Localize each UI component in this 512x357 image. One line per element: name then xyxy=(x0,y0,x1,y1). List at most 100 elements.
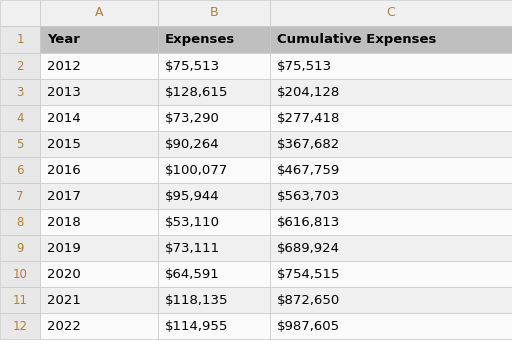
Text: 11: 11 xyxy=(12,293,28,307)
Bar xyxy=(270,313,512,339)
Text: $467,759: $467,759 xyxy=(277,164,340,176)
Bar xyxy=(270,131,512,157)
Text: $563,703: $563,703 xyxy=(277,190,340,202)
Bar xyxy=(40,287,158,313)
Bar xyxy=(0,287,40,313)
Bar xyxy=(270,209,512,235)
Text: Cumulative Expenses: Cumulative Expenses xyxy=(277,33,436,46)
Bar xyxy=(158,157,270,183)
Bar xyxy=(158,53,270,79)
Bar xyxy=(158,131,270,157)
Text: Year: Year xyxy=(47,33,80,46)
Bar xyxy=(0,157,40,183)
Bar xyxy=(0,209,40,235)
Bar xyxy=(40,157,158,183)
Text: 10: 10 xyxy=(13,267,28,281)
Text: $73,290: $73,290 xyxy=(165,111,220,125)
Bar xyxy=(270,183,512,209)
Bar xyxy=(270,0,512,26)
Bar xyxy=(40,235,158,261)
Text: 6: 6 xyxy=(16,164,24,176)
Text: A: A xyxy=(95,6,103,20)
Bar xyxy=(40,53,158,79)
Bar xyxy=(0,235,40,261)
Bar xyxy=(158,0,270,26)
Text: 1: 1 xyxy=(16,33,24,46)
Bar xyxy=(0,183,40,209)
Text: $73,111: $73,111 xyxy=(165,241,220,255)
Bar xyxy=(270,105,512,131)
Text: C: C xyxy=(387,6,395,20)
Text: Expenses: Expenses xyxy=(165,33,235,46)
Bar xyxy=(270,235,512,261)
Text: 2013: 2013 xyxy=(47,85,81,99)
Bar xyxy=(270,53,512,79)
Bar xyxy=(0,313,40,339)
Bar xyxy=(270,26,512,53)
Text: 9: 9 xyxy=(16,241,24,255)
Text: $90,264: $90,264 xyxy=(165,137,220,151)
Text: 12: 12 xyxy=(12,320,28,332)
Bar xyxy=(158,261,270,287)
Bar xyxy=(40,261,158,287)
Bar xyxy=(40,105,158,131)
Bar xyxy=(0,0,40,26)
Bar xyxy=(158,235,270,261)
Text: $53,110: $53,110 xyxy=(165,216,220,228)
Text: $367,682: $367,682 xyxy=(277,137,340,151)
Bar xyxy=(0,26,40,53)
Text: $277,418: $277,418 xyxy=(277,111,340,125)
Text: 5: 5 xyxy=(16,137,24,151)
Text: $754,515: $754,515 xyxy=(277,267,340,281)
Text: 2019: 2019 xyxy=(47,241,81,255)
Bar xyxy=(158,183,270,209)
Bar xyxy=(158,313,270,339)
Text: $64,591: $64,591 xyxy=(165,267,220,281)
Text: 2012: 2012 xyxy=(47,60,81,72)
Text: $75,513: $75,513 xyxy=(277,60,332,72)
Bar xyxy=(270,79,512,105)
Bar xyxy=(40,0,158,26)
Bar xyxy=(40,313,158,339)
Bar xyxy=(270,287,512,313)
Bar xyxy=(270,261,512,287)
Text: $204,128: $204,128 xyxy=(277,85,340,99)
Bar xyxy=(40,183,158,209)
Text: 8: 8 xyxy=(16,216,24,228)
Text: $100,077: $100,077 xyxy=(165,164,228,176)
Text: 2017: 2017 xyxy=(47,190,81,202)
Text: $872,650: $872,650 xyxy=(277,293,340,307)
Bar xyxy=(158,209,270,235)
Text: $987,605: $987,605 xyxy=(277,320,340,332)
Bar xyxy=(0,79,40,105)
Text: 2014: 2014 xyxy=(47,111,81,125)
Text: 2022: 2022 xyxy=(47,320,81,332)
Text: $616,813: $616,813 xyxy=(277,216,340,228)
Text: 7: 7 xyxy=(16,190,24,202)
Text: 2018: 2018 xyxy=(47,216,81,228)
Bar xyxy=(0,261,40,287)
Bar xyxy=(158,26,270,53)
Text: $118,135: $118,135 xyxy=(165,293,228,307)
Text: $75,513: $75,513 xyxy=(165,60,220,72)
Bar xyxy=(158,79,270,105)
Text: $689,924: $689,924 xyxy=(277,241,340,255)
Text: 2016: 2016 xyxy=(47,164,81,176)
Bar xyxy=(158,105,270,131)
Bar xyxy=(40,79,158,105)
Bar xyxy=(40,209,158,235)
Text: 2021: 2021 xyxy=(47,293,81,307)
Text: 2015: 2015 xyxy=(47,137,81,151)
Text: 2: 2 xyxy=(16,60,24,72)
Text: 2020: 2020 xyxy=(47,267,81,281)
Bar xyxy=(270,157,512,183)
Text: 4: 4 xyxy=(16,111,24,125)
Text: 3: 3 xyxy=(16,85,24,99)
Bar xyxy=(0,105,40,131)
Text: $114,955: $114,955 xyxy=(165,320,228,332)
Text: $128,615: $128,615 xyxy=(165,85,228,99)
Bar xyxy=(40,26,158,53)
Bar xyxy=(0,53,40,79)
Bar xyxy=(158,287,270,313)
Bar xyxy=(40,131,158,157)
